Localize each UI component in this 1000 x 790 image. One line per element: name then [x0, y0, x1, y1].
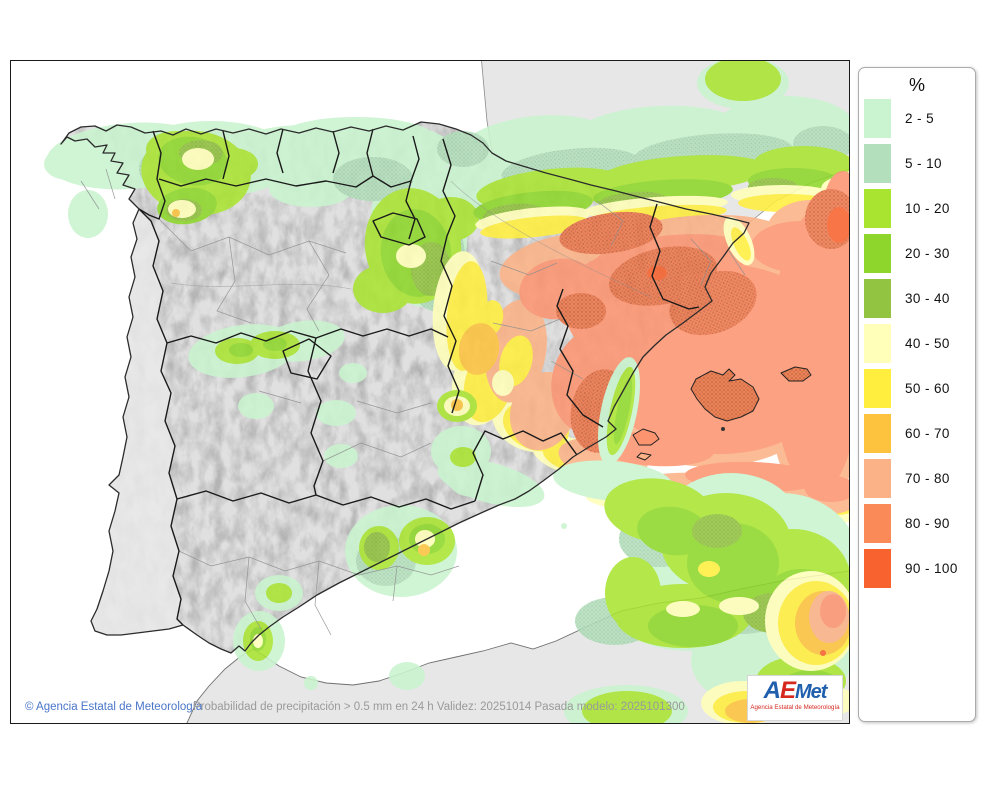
island-mallorca: [690, 368, 760, 422]
province-borders: [80, 168, 746, 636]
legend-label: 50 - 60: [905, 381, 950, 396]
aemet-logo-wordmark: AEMet: [748, 679, 842, 703]
legend-swatch: [864, 234, 891, 273]
legend-item: 10 - 20: [859, 186, 975, 231]
legend-label: 2 - 5: [905, 111, 935, 126]
legend-label: 10 - 20: [905, 201, 950, 216]
region-borders: [138, 128, 700, 626]
island-cabrera: [721, 427, 725, 431]
legend-label: 5 - 10: [905, 156, 942, 171]
iberia-coastline: [60, 121, 750, 654]
legend-item: 2 - 5: [859, 96, 975, 141]
precipitation-overlay: [44, 61, 849, 723]
legend-label: 90 - 100: [905, 561, 958, 576]
legend-swatch: [864, 504, 891, 543]
legend-swatch: [864, 414, 891, 453]
legend-swatch: [864, 324, 891, 363]
legend-label: 80 - 90: [905, 516, 950, 531]
legend-item: 90 - 100: [859, 546, 975, 591]
legend-label: 40 - 50: [905, 336, 950, 351]
logo-letters-met: Met: [794, 681, 827, 703]
legend-item: 20 - 30: [859, 231, 975, 276]
legend-label: 30 - 40: [905, 291, 950, 306]
legend-item: 30 - 40: [859, 276, 975, 321]
legend-label: 20 - 30: [905, 246, 950, 261]
precip-yellow-veins: [478, 216, 755, 396]
legend-items: 2 - 5 5 - 10 10 - 20 20 - 30 30 - 40: [859, 96, 975, 591]
legend-swatch: [864, 459, 891, 498]
legend-title: %: [908, 75, 925, 95]
land-portugal: [91, 209, 183, 635]
aemet-logo: AEMet Agencia Estatal de Meteorología: [747, 675, 843, 721]
legend-swatch: [864, 279, 891, 318]
precip-80-90: [519, 171, 849, 502]
precip-60-70: [172, 209, 500, 556]
legend-swatch: [864, 144, 891, 183]
logo-letter-a: A: [763, 677, 781, 704]
island-ibiza: [632, 428, 660, 446]
legend-swatch: [864, 369, 891, 408]
precip-south-sea: [304, 357, 849, 723]
legend-panel: % 2 - 5 5 - 10 10 - 20 20 - 30: [858, 67, 976, 722]
legend-item: 50 - 60: [859, 366, 975, 411]
legend-item: 80 - 90: [859, 501, 975, 546]
aemet-logo-tagline: Agencia Estatal de Meteorología: [750, 704, 840, 711]
copyright-text: © Agencia Estatal de Meteorología: [25, 701, 203, 713]
island-menorca: [780, 366, 812, 382]
legend-label: 70 - 80: [905, 471, 950, 486]
precipitation-map: [11, 61, 849, 723]
logo-letter-e: E: [779, 677, 796, 704]
legend-item: 70 - 80: [859, 456, 975, 501]
legend-swatch: [864, 549, 891, 588]
legend-item: 5 - 10: [859, 141, 975, 186]
island-formentera: [636, 452, 652, 461]
legend-item: 40 - 50: [859, 321, 975, 366]
precipitation-map-frame: © Agencia Estatal de Meteorología Probab…: [10, 60, 850, 724]
legend-label: 60 - 70: [905, 426, 950, 441]
legend-swatch: [864, 189, 891, 228]
legend-swatch: [864, 99, 891, 138]
legend-item: 60 - 70: [859, 411, 975, 456]
map-footer: © Agencia Estatal de Meteorología Probab…: [11, 701, 849, 717]
map-caption: Probabilidad de precipitación > 0.5 mm e…: [193, 701, 685, 713]
balearic-islands: [632, 366, 812, 461]
